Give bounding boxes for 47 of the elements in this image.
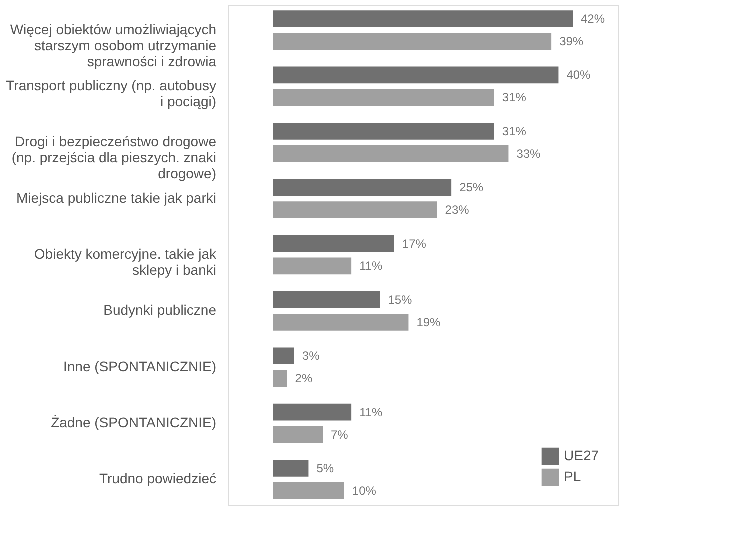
data-label: 5%: [316, 461, 334, 476]
bar: [273, 460, 309, 477]
y-tick-label: Drogi i bezpieczeństwo drogowe (np. przejścia dla pieszych. znaki drogowe): [12, 134, 217, 182]
bar: [273, 404, 352, 421]
bar: [273, 482, 344, 500]
bar: [273, 426, 323, 444]
data-label: 40%: [566, 68, 592, 82]
y-tick-label: Budynki publiczne: [104, 302, 217, 318]
y-tick-label: Obiekty komercyjne. takie jak sklepy i banki: [34, 246, 218, 278]
legend-label: UE27: [564, 448, 600, 464]
data-label: 31%: [502, 124, 527, 138]
bar: [273, 370, 288, 388]
bar: [273, 66, 559, 84]
data-label: 19%: [416, 315, 442, 330]
y-tick-label: Inne (SPONTANICZNIE): [64, 358, 216, 374]
bar: [273, 292, 380, 308]
data-label: 17%: [402, 236, 427, 251]
bar: [273, 348, 294, 365]
data-label: 33%: [516, 146, 542, 161]
data-label: 42%: [581, 12, 606, 26]
data-label: 3%: [302, 349, 320, 364]
bar: [273, 33, 552, 50]
y-tick-label: Miejsca publiczne takie jak parki: [16, 190, 216, 206]
bar: [273, 258, 352, 275]
bar: [273, 235, 394, 252]
data-label: 25%: [460, 180, 484, 195]
legend-label: PL: [564, 468, 582, 484]
data-label: 10%: [352, 484, 377, 498]
y-tick-label: Trudno powiedzieć: [100, 470, 216, 487]
y-tick-label: Żadne (SPONTANICZNIE): [51, 414, 216, 431]
data-label: 23%: [445, 203, 470, 218]
data-label: 11%: [360, 405, 384, 420]
data-label: 15%: [388, 292, 412, 307]
y-tick-label: Transport publiczny (np. autobusy i pociągi): [6, 77, 216, 110]
data-label: 39%: [560, 34, 584, 49]
bar: [273, 314, 409, 331]
bar: [273, 202, 438, 218]
data-label: 7%: [331, 428, 349, 442]
y-tick-label: Więcej obiektów umożliwiających starszym osobom utrzymanie sprawności i zdrowia: [10, 21, 217, 70]
bar: [273, 179, 452, 196]
bar: [273, 145, 509, 162]
data-label: 11%: [360, 259, 384, 274]
bar: [273, 89, 494, 106]
bar: [273, 10, 573, 28]
data-label: 2%: [295, 372, 313, 386]
data-label: 31%: [502, 90, 527, 105]
bar: [273, 122, 494, 140]
